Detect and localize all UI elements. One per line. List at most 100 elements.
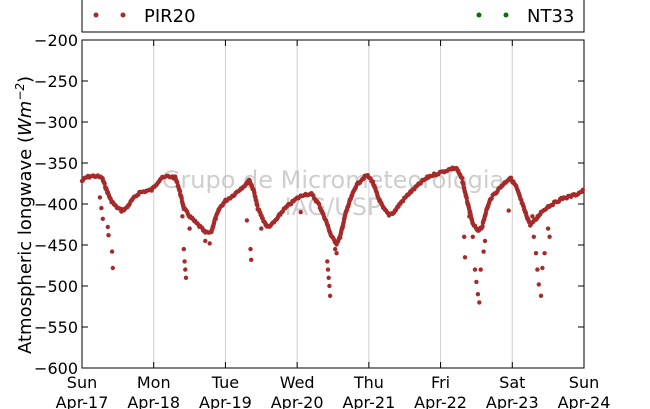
plot-frame xyxy=(81,39,585,369)
data-point-outlier xyxy=(545,226,551,231)
y-tick-label: −450 xyxy=(34,236,78,255)
y-tick-label: −600 xyxy=(34,359,78,378)
data-point-outlier xyxy=(106,233,111,238)
data-point-outlier xyxy=(531,234,536,239)
x-tick-label-day: Tue xyxy=(211,373,239,392)
legend-frame xyxy=(81,0,585,33)
data-point-outlier xyxy=(475,292,481,297)
data-point-outlier xyxy=(325,267,331,272)
data-point-outlier xyxy=(326,275,331,280)
data-point xyxy=(480,223,485,229)
data-point-outlier xyxy=(100,216,106,221)
x-tick-label-date: Apr-24 xyxy=(558,393,611,409)
data-point-outlier xyxy=(244,218,250,223)
y-axis-label-unit: Wm xyxy=(15,101,36,136)
data-point-outlier xyxy=(538,293,544,298)
data-point-outlier xyxy=(259,226,264,231)
y-tick-label: −350 xyxy=(34,154,78,173)
x-tick-label-date: Apr-17 xyxy=(56,393,109,409)
y-tick-label: −250 xyxy=(34,72,78,91)
data-point-outlier xyxy=(462,234,467,239)
data-point-outlier xyxy=(298,210,303,215)
legend-marker-pir20-a xyxy=(93,12,99,18)
data-point-outlier xyxy=(180,214,185,219)
data-point-outlier xyxy=(333,246,338,252)
data-point-outlier xyxy=(536,282,541,287)
data-point-outlier xyxy=(472,267,478,272)
legend-marker-pir20-b xyxy=(120,12,126,18)
data-point-outlier xyxy=(535,267,540,272)
data-point xyxy=(580,187,585,192)
data-point-outlier xyxy=(547,234,552,239)
data-point xyxy=(489,196,494,201)
data-point-outlier xyxy=(183,275,189,280)
x-tick-label-day: Wed xyxy=(280,373,315,392)
x-tick-label-day: Sun xyxy=(67,373,97,392)
y-axis-label: Atmospheric longwave (Wm−2) xyxy=(13,76,36,354)
data-point-outlier xyxy=(187,226,192,231)
data-point-outlier xyxy=(183,267,188,272)
data-point-outlier xyxy=(542,251,547,256)
data-point xyxy=(213,216,218,221)
y-tick-label: −550 xyxy=(34,318,78,337)
legend-marker-nt33-b xyxy=(503,12,509,18)
data-point xyxy=(255,203,260,208)
data-point xyxy=(464,196,469,201)
x-tick-label-date: Apr-18 xyxy=(127,393,180,409)
data-point-outlier xyxy=(327,293,333,298)
data-point-outlier xyxy=(99,205,104,211)
x-tick-label-date: Apr-21 xyxy=(342,393,395,409)
x-tick-label-day: Sat xyxy=(499,373,525,392)
data-point-outlier xyxy=(109,249,115,254)
data-point-outlier xyxy=(477,300,482,305)
y-axis: −200 −250 −300 −350 −400 −450 −500 −550 −600 xyxy=(34,31,584,378)
data-point-outlier xyxy=(470,234,475,239)
data-point-outlier xyxy=(105,224,111,230)
series-pir20 xyxy=(79,165,585,305)
data-point xyxy=(459,176,465,181)
y-tick-label: −500 xyxy=(34,277,78,296)
y-tick-label: −300 xyxy=(34,113,78,132)
data-point-outlier xyxy=(462,255,468,260)
data-point-outlier xyxy=(530,214,535,219)
y-axis-label-text: Atmospheric longwave ( xyxy=(15,136,36,354)
data-point-outlier xyxy=(474,279,479,285)
data-point-outlier xyxy=(182,259,187,264)
data-point xyxy=(102,181,107,186)
legend-label-pir20: PIR20 xyxy=(144,6,196,27)
legend: PIR20 NT33 xyxy=(81,0,585,33)
data-point-outlier xyxy=(110,265,116,271)
data-point-outlier xyxy=(248,246,253,252)
x-tick-label-day: Fri xyxy=(431,373,450,392)
x-tick-label-date: Apr-19 xyxy=(199,393,252,409)
data-point-outlier xyxy=(325,259,330,264)
x-tick-label-day: Thu xyxy=(353,373,384,392)
y-axis-label-close: ) xyxy=(15,76,36,83)
data-point-outlier xyxy=(327,283,332,289)
data-point-outlier xyxy=(249,257,254,262)
data-point-outlier xyxy=(482,238,488,244)
data-point-outlier xyxy=(540,265,545,271)
data-point-outlier xyxy=(97,195,103,200)
data-point-outlier xyxy=(207,241,212,246)
y-tick-label: −400 xyxy=(34,195,78,214)
legend-label-nt33: NT33 xyxy=(527,6,574,27)
x-tick-label-date: Apr-22 xyxy=(414,393,467,409)
legend-marker-nt33-a xyxy=(476,12,482,18)
data-point-outlier xyxy=(467,214,472,219)
data-point-outlier xyxy=(334,251,339,256)
data-point-outlier xyxy=(203,238,208,244)
y-tick-label: −200 xyxy=(34,31,78,50)
x-tick-label-date: Apr-23 xyxy=(486,393,539,409)
data-point-outlier xyxy=(506,208,511,213)
data-point-outlier xyxy=(533,251,539,256)
y-axis-label-exponent: −2 xyxy=(13,83,27,101)
x-tick-label-day: Mon xyxy=(137,373,171,392)
x-tick-label-date: Apr-20 xyxy=(271,393,324,409)
x-tick-label-day: Sun xyxy=(569,373,599,392)
data-point-outlier xyxy=(481,249,486,254)
x-axis: SunApr-17MonApr-18TueApr-19WedApr-20ThuA… xyxy=(56,40,611,409)
data-point-outlier xyxy=(478,267,483,272)
data-point xyxy=(175,180,180,185)
